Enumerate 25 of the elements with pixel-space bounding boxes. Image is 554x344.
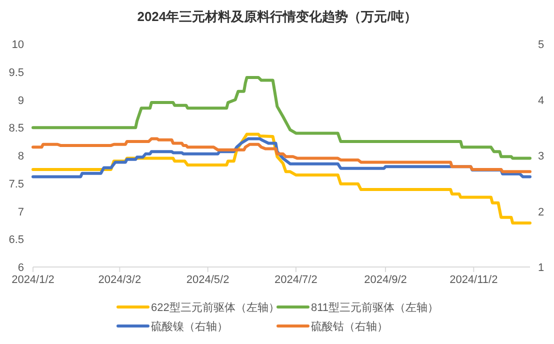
y2-tick-label: 3 xyxy=(538,150,544,162)
y-tick-label: 9 xyxy=(18,94,24,107)
y2-tick-label: 1 xyxy=(538,262,544,274)
y-tick-label: 6 xyxy=(18,262,24,274)
y-tick-label: 9.5 xyxy=(8,66,24,79)
y-tick-label: 7 xyxy=(18,206,24,218)
x-tick-label: 2024/5/2 xyxy=(186,274,230,286)
legend-label: 622型三元前驱体（左轴） xyxy=(151,301,280,314)
x-tick-label: 2024/1/2 xyxy=(12,274,54,286)
x-tick-label: 2024/9/2 xyxy=(364,274,407,286)
y-tick-label: 6.5 xyxy=(8,234,24,246)
x-tick-label: 2024/3/2 xyxy=(98,274,142,286)
y2-tick-label: 4 xyxy=(538,94,544,107)
y-tick-label: 7.5 xyxy=(8,178,24,190)
legend-label: 硫酸钴（右轴） xyxy=(311,320,388,333)
y-tick-label: 8.5 xyxy=(8,122,24,135)
y2-tick-label: 2 xyxy=(538,206,544,218)
y2-tick-label: 5 xyxy=(538,39,544,51)
x-tick-label: 2024/7/2 xyxy=(274,274,318,286)
legend-label: 硫酸镍（右轴） xyxy=(151,320,228,333)
chart-title: 2024年三元材料及原料行情变化趋势（万元/吨） xyxy=(137,9,417,24)
x-tick-label: 2024/11/2 xyxy=(450,274,498,286)
legend-label: 811型三元前驱体（左轴） xyxy=(311,301,439,314)
y-tick-label: 8 xyxy=(18,150,24,162)
y-tick-label: 10 xyxy=(12,39,24,51)
